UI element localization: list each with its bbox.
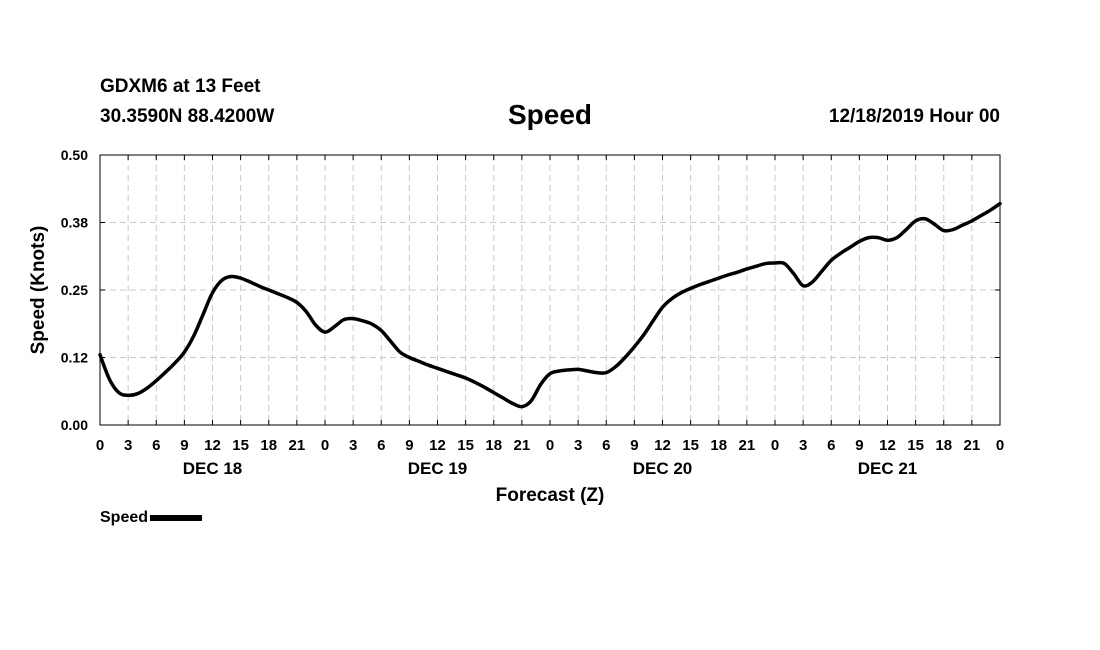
speed-series-line [98,201,1002,409]
x-tick-label: 15 [457,437,474,454]
x-tick-label: 0 [771,437,779,454]
plot-frame [99,154,1001,426]
legend: Speed [100,509,203,527]
x-tick-label: 9 [405,437,413,454]
x-tick-label: 6 [602,437,610,454]
x-tick-label: 3 [349,437,357,454]
x-tick-label: 21 [514,437,531,454]
y-tick-label: 0.12 [61,350,88,366]
y-tick-label: 0.38 [61,215,88,231]
x-tick-label: 9 [855,437,863,454]
legend-line-swatch [150,515,203,521]
x-tick-label: 0 [996,437,1004,454]
series-layer [98,201,1002,409]
x-tick-label: 6 [377,437,385,454]
x-tick-label: 3 [799,437,807,454]
y-tick-label: 0.50 [61,147,88,163]
station-label: GDXM6 at 13 Feet [100,76,261,97]
x-tick-label: 12 [654,437,671,454]
x-tick-label: 18 [710,437,727,454]
x-tick-label: 18 [485,437,502,454]
grid-lines [100,155,1000,425]
y-tick-label: 0.25 [61,282,88,298]
day-label: DEC 21 [858,459,918,478]
x-tick-label: 21 [964,437,981,454]
axis-ticks [99,154,1001,426]
x-tick-label: 18 [260,437,277,454]
x-tick-label: 12 [429,437,446,454]
day-label: DEC 20 [633,459,693,478]
x-tick-label: 15 [232,437,249,454]
x-axis-title: Forecast (Z) [496,485,605,506]
x-tick-label: 21 [289,437,306,454]
legend-label: Speed [100,509,149,526]
station-coordinates: 30.3590N 88.4200W [100,106,275,127]
day-label: DEC 18 [183,459,243,478]
x-tick-label: 15 [682,437,699,454]
chart-title: Speed [507,99,593,130]
x-tick-label: 0 [96,437,104,454]
forecast-run-time: 12/18/2019 Hour 00 [828,106,1000,127]
x-tick-label: 9 [180,437,188,454]
day-label: DEC 19 [408,459,468,478]
x-tick-label: 12 [879,437,896,454]
x-tick-label: 3 [124,437,132,454]
x-tick-label: 21 [739,437,756,454]
x-tick-label: 6 [152,437,160,454]
x-tick-label: 18 [935,437,952,454]
x-tick-label: 0 [546,437,554,454]
x-tick-label: 3 [574,437,582,454]
x-tick-label: 15 [907,437,924,454]
y-axis-title: Speed (Knots) [28,226,49,355]
tick-labels: 0 3 6 9 12 15 18 21 0 3 6 9 12 15 18 21 0 3 6 9 12 15 18 21 0 3 6 9… [61,147,1004,478]
x-tick-label: 9 [630,437,638,454]
x-tick-label: 0 [321,437,329,454]
x-tick-label: 6 [827,437,835,454]
y-tick-label: 0.00 [61,417,88,433]
x-tick-label: 12 [204,437,221,454]
